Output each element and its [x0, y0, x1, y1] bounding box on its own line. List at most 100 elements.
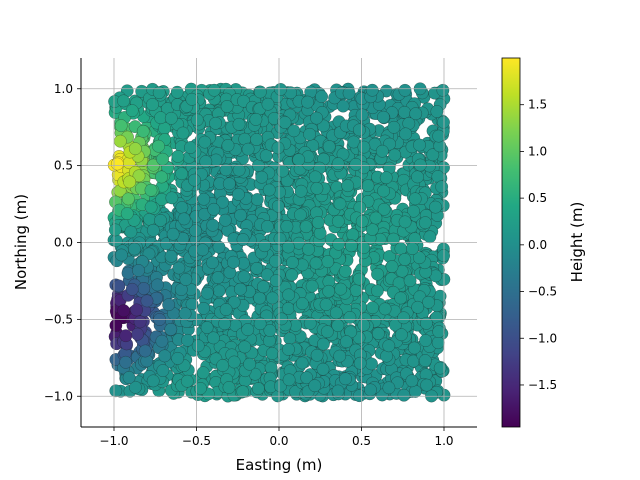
data-point — [175, 201, 189, 214]
data-point — [419, 334, 432, 347]
data-point — [170, 85, 184, 99]
data-point — [164, 249, 178, 263]
data-point — [218, 317, 232, 331]
data-point — [234, 208, 247, 222]
data-point — [216, 359, 230, 372]
data-point — [189, 224, 202, 238]
data-point — [413, 158, 427, 172]
data-point — [378, 302, 392, 316]
data-point — [406, 242, 419, 255]
data-point — [238, 340, 252, 354]
colorbar-tick-label: 1.5 — [528, 98, 547, 112]
data-point — [121, 266, 135, 280]
data-point — [256, 280, 270, 294]
data-point — [339, 264, 352, 278]
data-point — [420, 378, 434, 392]
data-point — [377, 110, 390, 124]
data-point — [303, 127, 316, 141]
data-point — [237, 270, 251, 284]
data-point — [108, 223, 122, 237]
data-point — [222, 381, 236, 394]
data-point — [158, 349, 172, 363]
data-point — [113, 134, 127, 148]
data-point — [395, 328, 408, 342]
data-point — [109, 319, 123, 332]
colorbar-tick-label: −1.0 — [528, 331, 557, 345]
data-point — [152, 139, 165, 153]
data-point — [407, 204, 420, 218]
data-point — [346, 228, 360, 242]
data-point — [388, 148, 402, 162]
data-point — [309, 256, 323, 270]
data-point — [282, 288, 295, 302]
data-point — [285, 268, 299, 282]
data-point — [110, 157, 124, 171]
data-point — [271, 141, 285, 155]
data-point — [352, 272, 366, 286]
data-point — [435, 180, 449, 194]
data-point — [122, 371, 136, 384]
data-point — [259, 149, 273, 163]
data-point — [154, 214, 167, 227]
data-point — [255, 170, 269, 184]
data-point — [301, 95, 314, 109]
data-point — [251, 382, 265, 395]
data-point — [371, 267, 384, 281]
data-point — [300, 371, 314, 385]
data-point — [271, 199, 285, 213]
data-point — [355, 108, 369, 122]
data-point — [375, 144, 389, 158]
data-point — [364, 383, 377, 397]
data-point — [317, 337, 330, 351]
data-point — [253, 291, 266, 305]
data-point — [405, 374, 419, 388]
data-point — [294, 208, 307, 222]
data-point — [418, 354, 432, 367]
data-point — [191, 339, 205, 353]
data-point — [211, 271, 225, 284]
x-tick-label: −0.5 — [182, 434, 211, 448]
data-point — [399, 127, 412, 141]
data-point — [164, 111, 178, 125]
y-tick-label: −1.0 — [44, 389, 73, 403]
y-axis-label: Northing (m) — [12, 194, 30, 290]
data-point — [296, 297, 309, 310]
data-point — [282, 343, 295, 356]
data-point — [273, 232, 287, 246]
data-point — [397, 388, 411, 402]
data-point — [216, 195, 230, 209]
data-point — [196, 243, 209, 257]
x-tick-label: 0.5 — [352, 434, 371, 448]
data-point — [236, 233, 250, 246]
data-point — [165, 191, 179, 205]
data-point — [125, 282, 139, 296]
data-point — [184, 141, 197, 154]
data-point — [146, 374, 160, 388]
data-point — [429, 200, 442, 214]
data-point — [156, 152, 169, 166]
data-point — [295, 356, 309, 370]
data-point — [397, 311, 411, 325]
data-point — [353, 356, 367, 370]
data-point — [128, 142, 142, 156]
data-point — [132, 169, 146, 183]
data-point — [355, 215, 369, 228]
data-point — [403, 274, 417, 288]
data-point — [349, 158, 363, 171]
data-point — [171, 150, 185, 163]
data-point — [339, 372, 352, 386]
data-point — [136, 124, 150, 138]
data-point — [227, 295, 241, 309]
data-point — [198, 135, 212, 149]
data-point — [180, 374, 194, 388]
data-point — [329, 306, 343, 320]
data-point — [172, 261, 186, 275]
data-point — [275, 312, 288, 326]
colorbar-tick-label: −1.5 — [528, 378, 557, 392]
data-point — [218, 213, 232, 227]
data-point — [164, 323, 178, 336]
data-point — [437, 249, 450, 262]
data-point — [175, 167, 188, 181]
data-point — [413, 138, 426, 152]
data-point — [308, 379, 322, 393]
